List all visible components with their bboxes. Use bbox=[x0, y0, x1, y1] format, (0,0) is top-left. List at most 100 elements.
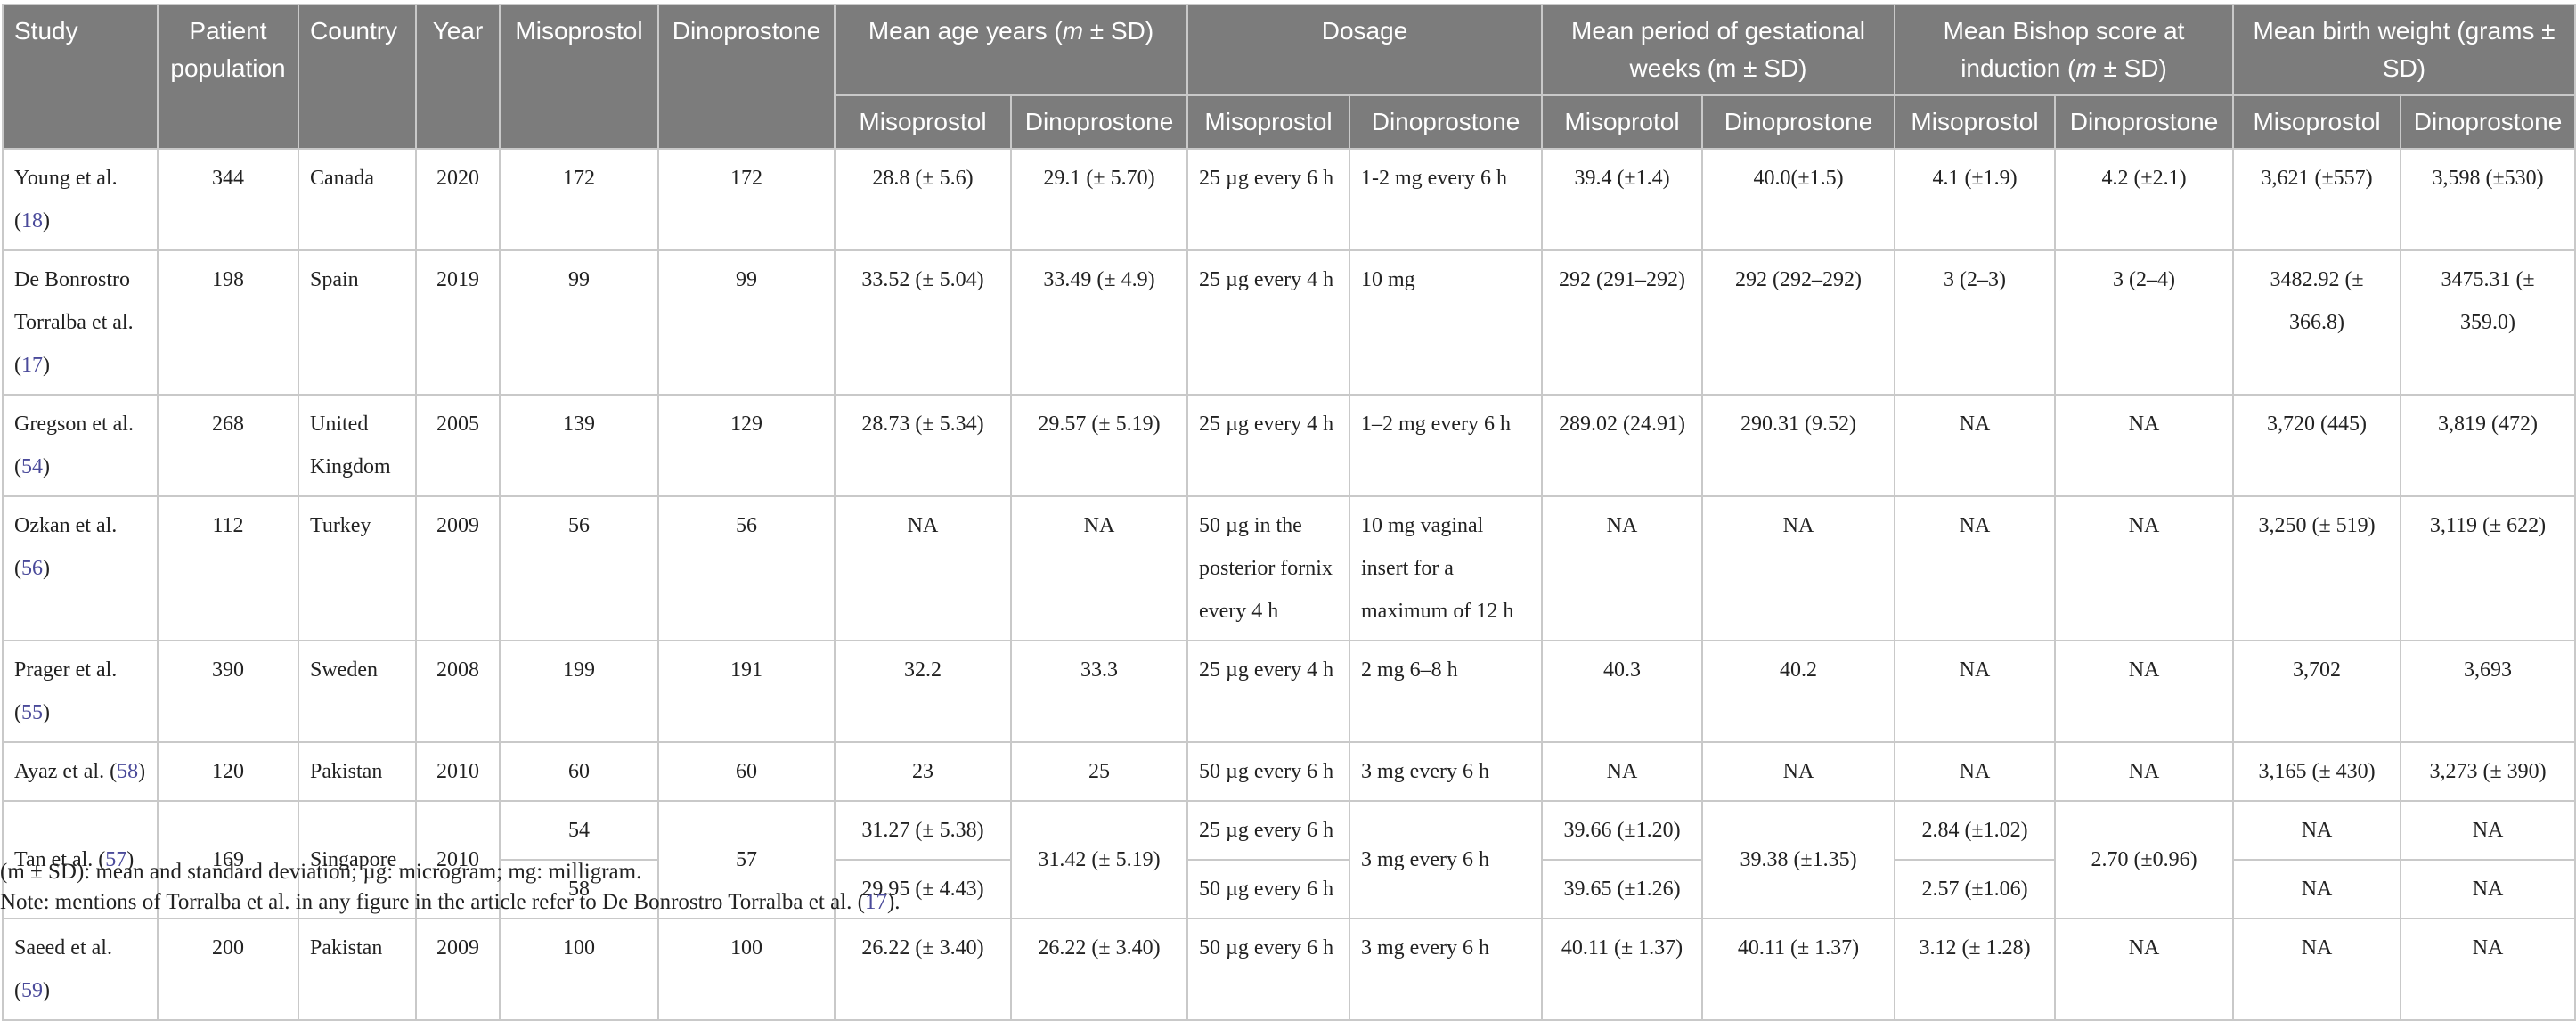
cell-weight-dino: NA bbox=[2400, 918, 2576, 1021]
table-row: Ozkan et al. (56) 112 Turkey 2009 56 56 … bbox=[2, 495, 2576, 641]
cell-gest-miso: 292 (291–292) bbox=[1541, 249, 1704, 396]
cell-weight-miso: 3,165 (± 430) bbox=[2232, 741, 2402, 802]
citation-link[interactable]: 18 bbox=[21, 209, 43, 233]
cell-age-miso: 28.8 (± 5.6) bbox=[834, 148, 1012, 251]
cell-population: 198 bbox=[157, 249, 299, 396]
cell-dose-miso: 25 µg every 4 h bbox=[1186, 394, 1350, 497]
cell-dose-miso: 25 µg every 6 h bbox=[1186, 800, 1350, 861]
cell-age-miso: 23 bbox=[834, 741, 1012, 802]
subheader-gest-dinoprostone: Dinoprostone bbox=[1701, 94, 1896, 150]
cell-weight-miso: NA bbox=[2232, 918, 2402, 1021]
cell-gest-dino: NA bbox=[1701, 495, 1896, 641]
cell-bishop-miso: 4.1 (±1.9) bbox=[1894, 148, 2057, 251]
cell-population: 268 bbox=[157, 394, 299, 497]
cell-dose-miso: 50 µg every 6 h bbox=[1186, 741, 1350, 802]
cell-weight-dino: 3,119 (± 622) bbox=[2400, 495, 2576, 641]
header-dosage: Dosage bbox=[1186, 4, 1544, 96]
footnote-abbreviations: (m ± SD): mean and standard deviation; µ… bbox=[0, 860, 642, 884]
footnote-torralba: Note: mentions of Torralba et al. in any… bbox=[0, 890, 901, 914]
cell-weight-dino: NA bbox=[2400, 800, 2576, 861]
cell-country: Pakistan bbox=[298, 918, 417, 1021]
cell-bishop-miso: 2.57 (±1.06) bbox=[1894, 859, 2057, 919]
cell-weight-miso: 3,250 (± 519) bbox=[2232, 495, 2402, 641]
cell-bishop-miso: 2.84 (±1.02) bbox=[1894, 800, 2057, 861]
cell-gest-miso: NA bbox=[1541, 495, 1704, 641]
cell-bishop-miso: NA bbox=[1894, 394, 2057, 497]
cell-dino-n: 99 bbox=[657, 249, 836, 396]
header-row-top: Study Patient population Country Year Mi… bbox=[2, 4, 2576, 150]
cell-dose-dino: 10 mg bbox=[1348, 249, 1544, 396]
cell-age-dino: 29.57 (± 5.19) bbox=[1010, 394, 1188, 497]
cell-miso-n: 56 bbox=[499, 495, 659, 641]
cell-bishop-dino: NA bbox=[2054, 640, 2235, 743]
cell-dose-dino: 1-2 mg every 6 h bbox=[1348, 148, 1544, 251]
cell-country: Sweden bbox=[298, 640, 417, 743]
cell-year: 2010 bbox=[415, 800, 501, 919]
cell-age-miso: 31.27 (± 5.38) bbox=[834, 800, 1012, 861]
cell-bishop-miso: NA bbox=[1894, 741, 2057, 802]
cell-year: 2009 bbox=[415, 495, 501, 641]
cell-population: 390 bbox=[157, 640, 299, 743]
citation-link[interactable]: 57 bbox=[105, 848, 127, 871]
cell-miso-n: 199 bbox=[499, 640, 659, 743]
cell-study: Gregson et al. (54) bbox=[2, 394, 159, 497]
subheader-age-misoprostol: Misoprostol bbox=[834, 94, 1012, 150]
cell-dose-dino: 3 mg every 6 h bbox=[1348, 741, 1544, 802]
citation-link[interactable]: 54 bbox=[21, 455, 43, 478]
citation-link[interactable]: 59 bbox=[21, 979, 43, 1002]
cell-population: 344 bbox=[157, 148, 299, 251]
cell-gest-miso: 289.02 (24.91) bbox=[1541, 394, 1704, 497]
cell-bishop-miso: NA bbox=[1894, 495, 2057, 641]
subheader-weight-dinoprostone: Dinoprostone bbox=[2400, 94, 2576, 150]
cell-age-dino: 33.49 (± 4.9) bbox=[1010, 249, 1188, 396]
cell-country: Singapore bbox=[298, 800, 417, 919]
cell-dose-dino: 2 mg 6–8 h bbox=[1348, 640, 1544, 743]
table-row: Saeed et al. (59) 200 Pakistan 2009 100 … bbox=[2, 918, 2576, 1021]
header-dinoprostone-n: Dinoprostone bbox=[657, 4, 836, 150]
cell-year: 2019 bbox=[415, 249, 501, 396]
cell-year: 2020 bbox=[415, 148, 501, 251]
cell-country: Turkey bbox=[298, 495, 417, 641]
cell-gest-dino: 40.11 (± 1.37) bbox=[1701, 918, 1896, 1021]
cell-age-dino: NA bbox=[1010, 495, 1188, 641]
cell-bishop-dino: 2.70 (±0.96) bbox=[2054, 800, 2235, 919]
citation-link[interactable]: 58 bbox=[117, 760, 139, 783]
table-row: Ayaz et al. (58) 120 Pakistan 2010 60 60… bbox=[2, 741, 2576, 802]
cell-study: Ozkan et al. (56) bbox=[2, 495, 159, 641]
cell-gest-dino: 292 (292–292) bbox=[1701, 249, 1896, 396]
cell-age-dino: 25 bbox=[1010, 741, 1188, 802]
cell-age-miso: NA bbox=[834, 495, 1012, 641]
cell-gest-miso: 39.66 (±1.20) bbox=[1541, 800, 1704, 861]
cell-weight-dino: 3,598 (±530) bbox=[2400, 148, 2576, 251]
subheader-bishop-dinoprostone: Dinoprostone bbox=[2054, 94, 2235, 150]
cell-population: 120 bbox=[157, 741, 299, 802]
cell-age-dino: 29.1 (± 5.70) bbox=[1010, 148, 1188, 251]
cell-dino-n: 57 bbox=[657, 800, 836, 919]
cell-miso-n: 60 bbox=[499, 741, 659, 802]
cell-gest-miso: 40.11 (± 1.37) bbox=[1541, 918, 1704, 1021]
cell-country: Spain bbox=[298, 249, 417, 396]
cell-dose-miso: 50 µg in the posterior fornix every 4 h bbox=[1186, 495, 1350, 641]
cell-dino-n: 172 bbox=[657, 148, 836, 251]
citation-link[interactable]: 55 bbox=[21, 701, 43, 724]
citation-link[interactable]: 17 bbox=[864, 890, 887, 914]
subheader-dosage-dinoprostone: Dinoprostone bbox=[1348, 94, 1544, 150]
cell-gest-miso: 39.4 (±1.4) bbox=[1541, 148, 1704, 251]
cell-year: 2010 bbox=[415, 741, 501, 802]
cell-gest-dino: 290.31 (9.52) bbox=[1701, 394, 1896, 497]
cell-age-miso: 26.22 (± 3.40) bbox=[834, 918, 1012, 1021]
cell-weight-miso: NA bbox=[2232, 800, 2402, 861]
header-year: Year bbox=[415, 4, 501, 150]
cell-study: Saeed et al. (59) bbox=[2, 918, 159, 1021]
cell-country: Canada bbox=[298, 148, 417, 251]
cell-weight-dino: NA bbox=[2400, 859, 2576, 919]
cell-year: 2009 bbox=[415, 918, 501, 1021]
subheader-dosage-misoprostol: Misoprostol bbox=[1186, 94, 1350, 150]
citation-link[interactable]: 56 bbox=[21, 557, 43, 580]
cell-dino-n: 100 bbox=[657, 918, 836, 1021]
cell-gest-dino: 39.38 (±1.35) bbox=[1701, 800, 1896, 919]
cell-bishop-dino: NA bbox=[2054, 394, 2235, 497]
cell-miso-n: 58 bbox=[499, 859, 659, 919]
cell-dose-miso: 25 µg every 4 h bbox=[1186, 640, 1350, 743]
citation-link[interactable]: 17 bbox=[21, 354, 43, 377]
